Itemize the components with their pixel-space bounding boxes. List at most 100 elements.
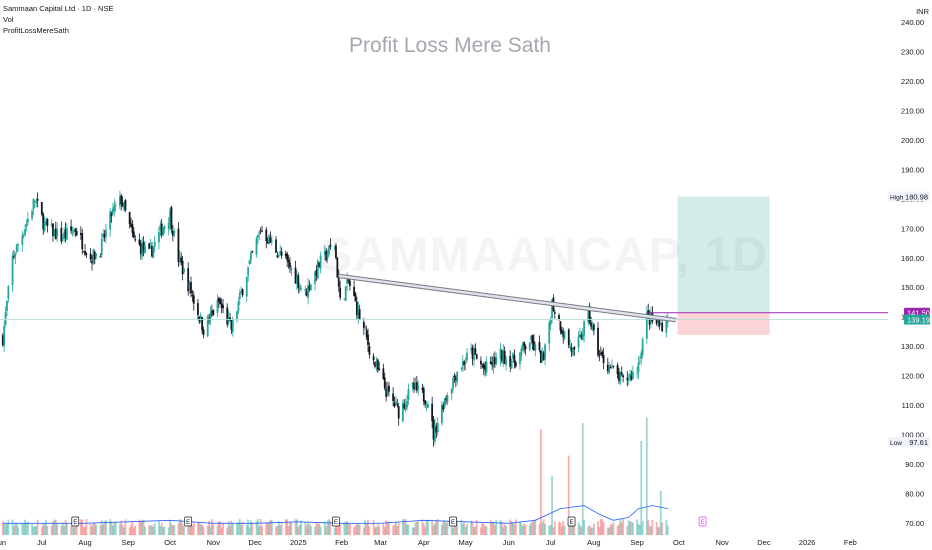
volume-bar [452, 527, 454, 536]
volume-bar [198, 522, 201, 536]
candle-body [152, 246, 155, 258]
candle-body [319, 255, 322, 269]
volume-bar [226, 527, 229, 536]
volume-bar [365, 523, 368, 536]
candle-body [354, 293, 357, 302]
candle-body [431, 403, 434, 422]
volume-bar [328, 519, 330, 536]
volume-bar [641, 520, 644, 536]
candle-body [563, 331, 566, 339]
candle-body [422, 388, 425, 402]
candle-body [84, 251, 86, 255]
volume-bar [169, 520, 171, 536]
candle-body [353, 286, 355, 297]
time-tick-label: Feb [844, 538, 857, 547]
volume-bar [665, 520, 668, 536]
earnings-marker [71, 516, 80, 527]
candle-body [63, 232, 66, 240]
volume-bar [441, 524, 443, 536]
candle-body [131, 224, 134, 233]
volume-bar [40, 527, 43, 536]
candle-body [169, 210, 171, 225]
candle-body [17, 244, 20, 245]
candle-body [471, 347, 474, 359]
earnings-marker-label: E [186, 520, 190, 526]
volume-bar [66, 523, 68, 536]
volume-bar [42, 523, 45, 536]
candle-body [367, 334, 369, 345]
volume-bar [208, 521, 211, 536]
volume-bar [523, 523, 526, 536]
candle-body [183, 268, 185, 273]
volume-bar [549, 524, 552, 536]
volume-bar [123, 527, 125, 536]
indicator-legend[interactable]: ProfitLossMereSath [3, 26, 69, 35]
volume-bar [14, 522, 17, 536]
volume-bar [259, 518, 262, 536]
volume-bar [309, 525, 312, 536]
candle-body [56, 229, 59, 237]
candle-body [620, 372, 623, 375]
volume-bar [608, 527, 611, 536]
candle-body [597, 327, 599, 356]
candle-body [1, 335, 4, 346]
candle-body [52, 223, 54, 237]
volume-bar [210, 519, 213, 536]
volume-bar [427, 519, 429, 536]
volume-bar [544, 523, 546, 536]
candle-body [349, 280, 351, 286]
time-tick-label: May [459, 538, 473, 547]
volume-bar [528, 525, 531, 536]
candle-body [533, 341, 535, 351]
volume-bar [666, 525, 669, 536]
time-tick-label: Aug [587, 538, 600, 547]
candle-body [640, 352, 643, 359]
volume-bar [464, 527, 467, 536]
candle-body [392, 393, 395, 401]
candle-body [339, 287, 342, 298]
candle-body [289, 262, 291, 268]
candle-body [197, 303, 199, 316]
volume-bar [499, 520, 502, 536]
candle-body [132, 231, 135, 238]
volume-bar [432, 525, 435, 536]
extreme-label-value: 180.98 [905, 192, 928, 201]
candle-body [160, 223, 163, 236]
candle-body [60, 228, 63, 242]
stop-zone [677, 312, 770, 335]
candle-body [659, 323, 662, 325]
volume-bar [551, 476, 553, 536]
volume-legend[interactable]: Vol [3, 15, 14, 24]
volume-bar [269, 519, 272, 536]
candle-body [397, 406, 400, 419]
symbol-title[interactable]: Sammaan Capital Ltd · 1D · NSE [3, 4, 114, 13]
time-tick-label: Dec [248, 538, 262, 547]
price-tick-label: 230.00 [901, 48, 924, 57]
candle-body [191, 295, 194, 296]
volume-bar [425, 520, 428, 536]
volume-bar [305, 525, 308, 536]
candle-body [296, 276, 298, 284]
candle-body [626, 377, 629, 381]
volume-bar [81, 519, 84, 536]
candle-body [167, 223, 170, 230]
candle-body [528, 343, 531, 350]
volume-bar [343, 522, 346, 536]
volume-bar [24, 519, 26, 536]
candle-body [482, 363, 485, 369]
volume-bar [99, 525, 102, 536]
time-tick-label: Mar [374, 538, 387, 547]
volume-bar [74, 525, 77, 536]
volume-bar [569, 525, 572, 536]
volume-bar [590, 527, 592, 536]
volume-bar [411, 527, 414, 536]
candle-body [618, 372, 620, 381]
price-badge-text: 139.19 [907, 315, 930, 324]
candle-body [170, 207, 173, 229]
candle-body [343, 299, 346, 300]
volume-bar [92, 522, 95, 536]
candle-body [33, 200, 36, 202]
volume-bar [120, 520, 123, 536]
volume-bar [534, 519, 537, 536]
